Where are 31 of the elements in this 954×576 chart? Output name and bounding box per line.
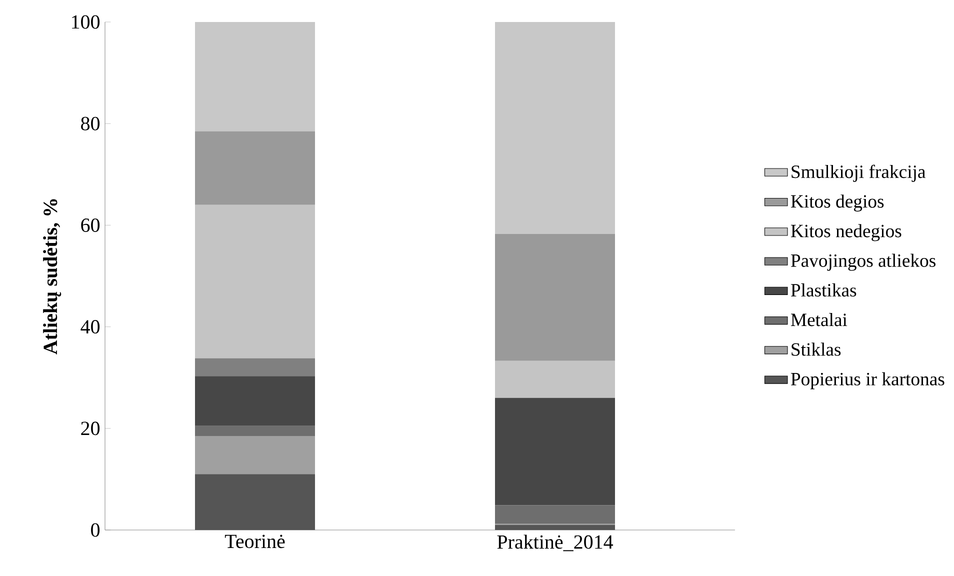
legend-label: Kitos nedegios bbox=[790, 224, 902, 242]
bar bbox=[495, 234, 616, 361]
bar bbox=[195, 204, 316, 358]
legend-label: Kitos degios bbox=[790, 194, 884, 212]
bar bbox=[495, 505, 616, 524]
bar bbox=[195, 474, 316, 530]
bar bbox=[195, 131, 316, 205]
legend-label: Pavojingos atliekos bbox=[790, 254, 936, 271]
bar bbox=[495, 360, 616, 398]
y-tick-label: 0 bbox=[91, 523, 100, 537]
x-tick-label: Teorinė bbox=[224, 534, 285, 548]
bar bbox=[495, 22, 616, 234]
legend-label: Metalai bbox=[790, 313, 848, 326]
y-tick-label: 40 bbox=[80, 320, 100, 334]
bar bbox=[495, 398, 616, 506]
y-tick-label: 80 bbox=[81, 116, 100, 130]
bar bbox=[195, 22, 316, 132]
bar bbox=[195, 358, 316, 376]
bar bbox=[195, 436, 316, 474]
legend-label: Popierius ir kartonas bbox=[790, 372, 944, 390]
legend-label: Stiklas bbox=[792, 342, 841, 356]
y-tick-label: 100 bbox=[72, 15, 100, 29]
bar bbox=[195, 376, 316, 426]
bar bbox=[195, 426, 316, 436]
legend-label: Smulkioji frakcija bbox=[792, 164, 926, 182]
bar bbox=[495, 524, 616, 530]
legend-label: Plastikas bbox=[790, 283, 856, 297]
x-tick-label: Praktinė_2014 bbox=[497, 534, 614, 552]
y-tick-label: 60 bbox=[81, 218, 100, 232]
y-axis-title: Atliekų sudėtis, % bbox=[43, 199, 62, 354]
y-tick-label: 20 bbox=[81, 422, 100, 436]
